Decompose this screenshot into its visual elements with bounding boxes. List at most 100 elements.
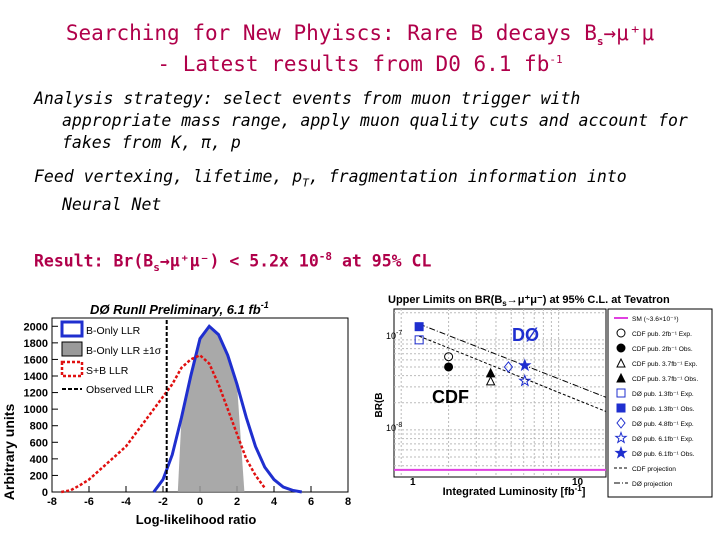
ul-legend-swatch bbox=[616, 403, 626, 413]
legend-b-only: B-Only LLR bbox=[86, 325, 141, 337]
llr-xtick-label: 6 bbox=[308, 496, 314, 508]
ul-legend-entry: CDF pub. 3.7fb⁻¹ Obs. bbox=[632, 376, 698, 383]
llr-xtick-label: -4 bbox=[121, 496, 132, 508]
title-line2: - Latest results from D0 6.1 fb bbox=[157, 52, 550, 76]
para2-a: Feed vertexing, lifetime, p bbox=[34, 167, 303, 186]
legend-sb: S+B LLR bbox=[86, 365, 129, 377]
ul-label-d0: DØ bbox=[512, 325, 539, 345]
ul-legend-swatch bbox=[616, 343, 626, 353]
result-sup: -8 bbox=[318, 250, 333, 263]
ul-legend-swatch bbox=[616, 417, 626, 429]
llr-legend: B-Only LLR B-Only LLR ±1σ S+B LLR Observ… bbox=[60, 320, 162, 396]
para2-b: , fragmentation information into bbox=[308, 167, 627, 186]
title-sup: -1 bbox=[549, 53, 563, 66]
result-suffix: at 95% CL bbox=[332, 251, 432, 271]
legend-obs: Observed LLR bbox=[86, 384, 154, 396]
llr-ytick-label: 400 bbox=[30, 454, 48, 466]
ul-legend-entry: DØ pub. 6.1fb⁻¹ Obs. bbox=[632, 451, 695, 458]
ul-legend-entry: CDF pub. 2fb⁻¹ Exp. bbox=[632, 331, 692, 338]
title-decay: →μ⁺μ bbox=[603, 21, 655, 45]
paragraph-feed: Feed vertexing, lifetime, pT, fragmentat… bbox=[34, 166, 704, 216]
ul-xlabel: Integrated Luminosity [fb-1] bbox=[443, 484, 586, 498]
llr-ytick-label: 1600 bbox=[24, 354, 48, 366]
legend-band: B-Only LLR ±1σ bbox=[86, 345, 162, 357]
upper-limits-chart: Upper Limits on BR(Bs→μ⁺μ⁻) at 95% C.L. … bbox=[374, 294, 713, 498]
llr-sb-curve bbox=[61, 353, 266, 494]
llr-ylabel: Arbitrary units bbox=[1, 404, 17, 501]
llr-xtick-label: -6 bbox=[84, 496, 94, 508]
para1-c: fakes from K, π, p bbox=[62, 133, 241, 152]
para1-a: Analysis strategy: select events from mu… bbox=[34, 89, 581, 108]
ul-legend-swatch bbox=[616, 388, 626, 398]
ul-legend-entry: DØ pub. 1.3fb⁻¹ Obs. bbox=[632, 406, 695, 413]
ul-point-1 bbox=[444, 352, 454, 362]
ul-point-4 bbox=[485, 367, 496, 378]
ul-ylabel: BR(B bbox=[374, 393, 385, 418]
ul-ytick-1e8: 10-8 bbox=[386, 422, 402, 433]
ul-legend-box bbox=[607, 308, 713, 498]
ul-cdf-projection bbox=[418, 335, 607, 412]
llr-ytick-label: 0 bbox=[42, 487, 48, 499]
ul-label-cdf: CDF bbox=[432, 387, 469, 407]
ul-point-2 bbox=[444, 362, 454, 372]
para1-b: appropriate mass range, apply muon quali… bbox=[62, 111, 688, 130]
llr-xtick-label: 0 bbox=[197, 496, 203, 508]
legend-swatch-band bbox=[61, 341, 83, 357]
llr-histogram-chart: DØ RunII Preliminary, 6.1 fb-1 Arbitrary… bbox=[1, 300, 351, 527]
ul-d0-projection bbox=[418, 323, 607, 398]
ul-legend-entry: DØ pub. 1.3fb⁻¹ Exp. bbox=[632, 391, 694, 398]
ul-point-8 bbox=[518, 373, 532, 387]
slide-title: Searching for New Phyiscs: Rare B decays… bbox=[0, 20, 720, 55]
ul-legend-entry: DØ pub. 6.1fb⁻¹ Exp. bbox=[632, 436, 694, 443]
ul-title: Upper Limits on BR(Bs→μ⁺μ⁻) at 95% C.L. … bbox=[388, 294, 670, 308]
ul-legend-swatch bbox=[616, 357, 626, 368]
llr-ytick-label: 1200 bbox=[24, 388, 48, 400]
ul-legend-entry: SM (~3.6×10⁻⁹) bbox=[632, 316, 679, 323]
ul-xtick-1: 1 bbox=[410, 477, 416, 488]
ul-ytick-1e7: 10-7 bbox=[386, 330, 402, 341]
ul-frame bbox=[393, 308, 607, 478]
llr-xlabel: Log-likelihood ratio bbox=[136, 512, 257, 527]
ul-legend-swatch bbox=[614, 445, 628, 459]
llr-xtick-label: 2 bbox=[234, 496, 240, 508]
ul-point-6 bbox=[414, 322, 424, 332]
ul-point-7 bbox=[503, 361, 514, 373]
llr-b-only-curve bbox=[152, 324, 303, 494]
ul-point-9 bbox=[518, 358, 532, 372]
ul-legend-entry: DØ projection bbox=[632, 481, 673, 488]
ul-legend-swatch bbox=[616, 372, 626, 383]
llr-xtick-label: 8 bbox=[345, 496, 351, 508]
llr-ytick-label: 2000 bbox=[24, 321, 48, 333]
result-sub: s bbox=[153, 260, 160, 274]
llr-band-area bbox=[177, 326, 245, 492]
llr-ytick-label: 1400 bbox=[24, 371, 48, 383]
llr-ytick-label: 800 bbox=[30, 421, 48, 433]
title-line1: Searching for New Phyiscs: Rare B decays… bbox=[65, 21, 597, 45]
ul-point-5 bbox=[414, 335, 424, 345]
result-line: Result: Br(Bs→μ⁺μ⁻) < 5.2x 10-8 at 95% C… bbox=[34, 246, 704, 279]
legend-swatch-sb bbox=[60, 360, 84, 378]
ul-legend-entry: CDF pub. 3.7fb⁻¹ Exp. bbox=[632, 361, 698, 368]
llr-ytick-label: 1000 bbox=[24, 404, 48, 416]
llr-xtick-label: -2 bbox=[158, 496, 168, 508]
llr-ytick-label: 1800 bbox=[24, 338, 48, 350]
llr-ytick-label: 600 bbox=[30, 437, 48, 449]
llr-xtick-label: 4 bbox=[271, 496, 278, 508]
paragraph-analysis: Analysis strategy: select events from mu… bbox=[34, 88, 704, 154]
llr-xtick-label: -8 bbox=[47, 496, 57, 508]
llr-title: DØ RunII Preliminary, 6.1 fb-1 bbox=[90, 300, 269, 317]
para2-c: Neural Net bbox=[62, 195, 162, 215]
ul-legend-entry: CDF pub. 2fb⁻¹ Obs. bbox=[632, 346, 693, 353]
para2-sub: T bbox=[302, 176, 309, 190]
ul-legend-entry: DØ pub. 4.8fb⁻¹ Exp. bbox=[632, 421, 694, 428]
ul-legend-swatch bbox=[616, 328, 626, 338]
result-prefix: Result: Br(B bbox=[34, 251, 154, 271]
ul-legend-swatch bbox=[614, 430, 628, 444]
ul-xtick-10: 10 bbox=[572, 477, 584, 488]
title-sub: s bbox=[596, 35, 604, 49]
llr-ytick-label: 200 bbox=[30, 470, 48, 482]
ul-point-3 bbox=[485, 375, 496, 386]
ul-legend-entry: CDF projection bbox=[632, 466, 676, 473]
slide-subtitle: - Latest results from D0 6.1 fb-1 bbox=[0, 47, 720, 77]
result-mid: →μ⁺μ⁻) < 5.2x 10 bbox=[159, 251, 319, 271]
